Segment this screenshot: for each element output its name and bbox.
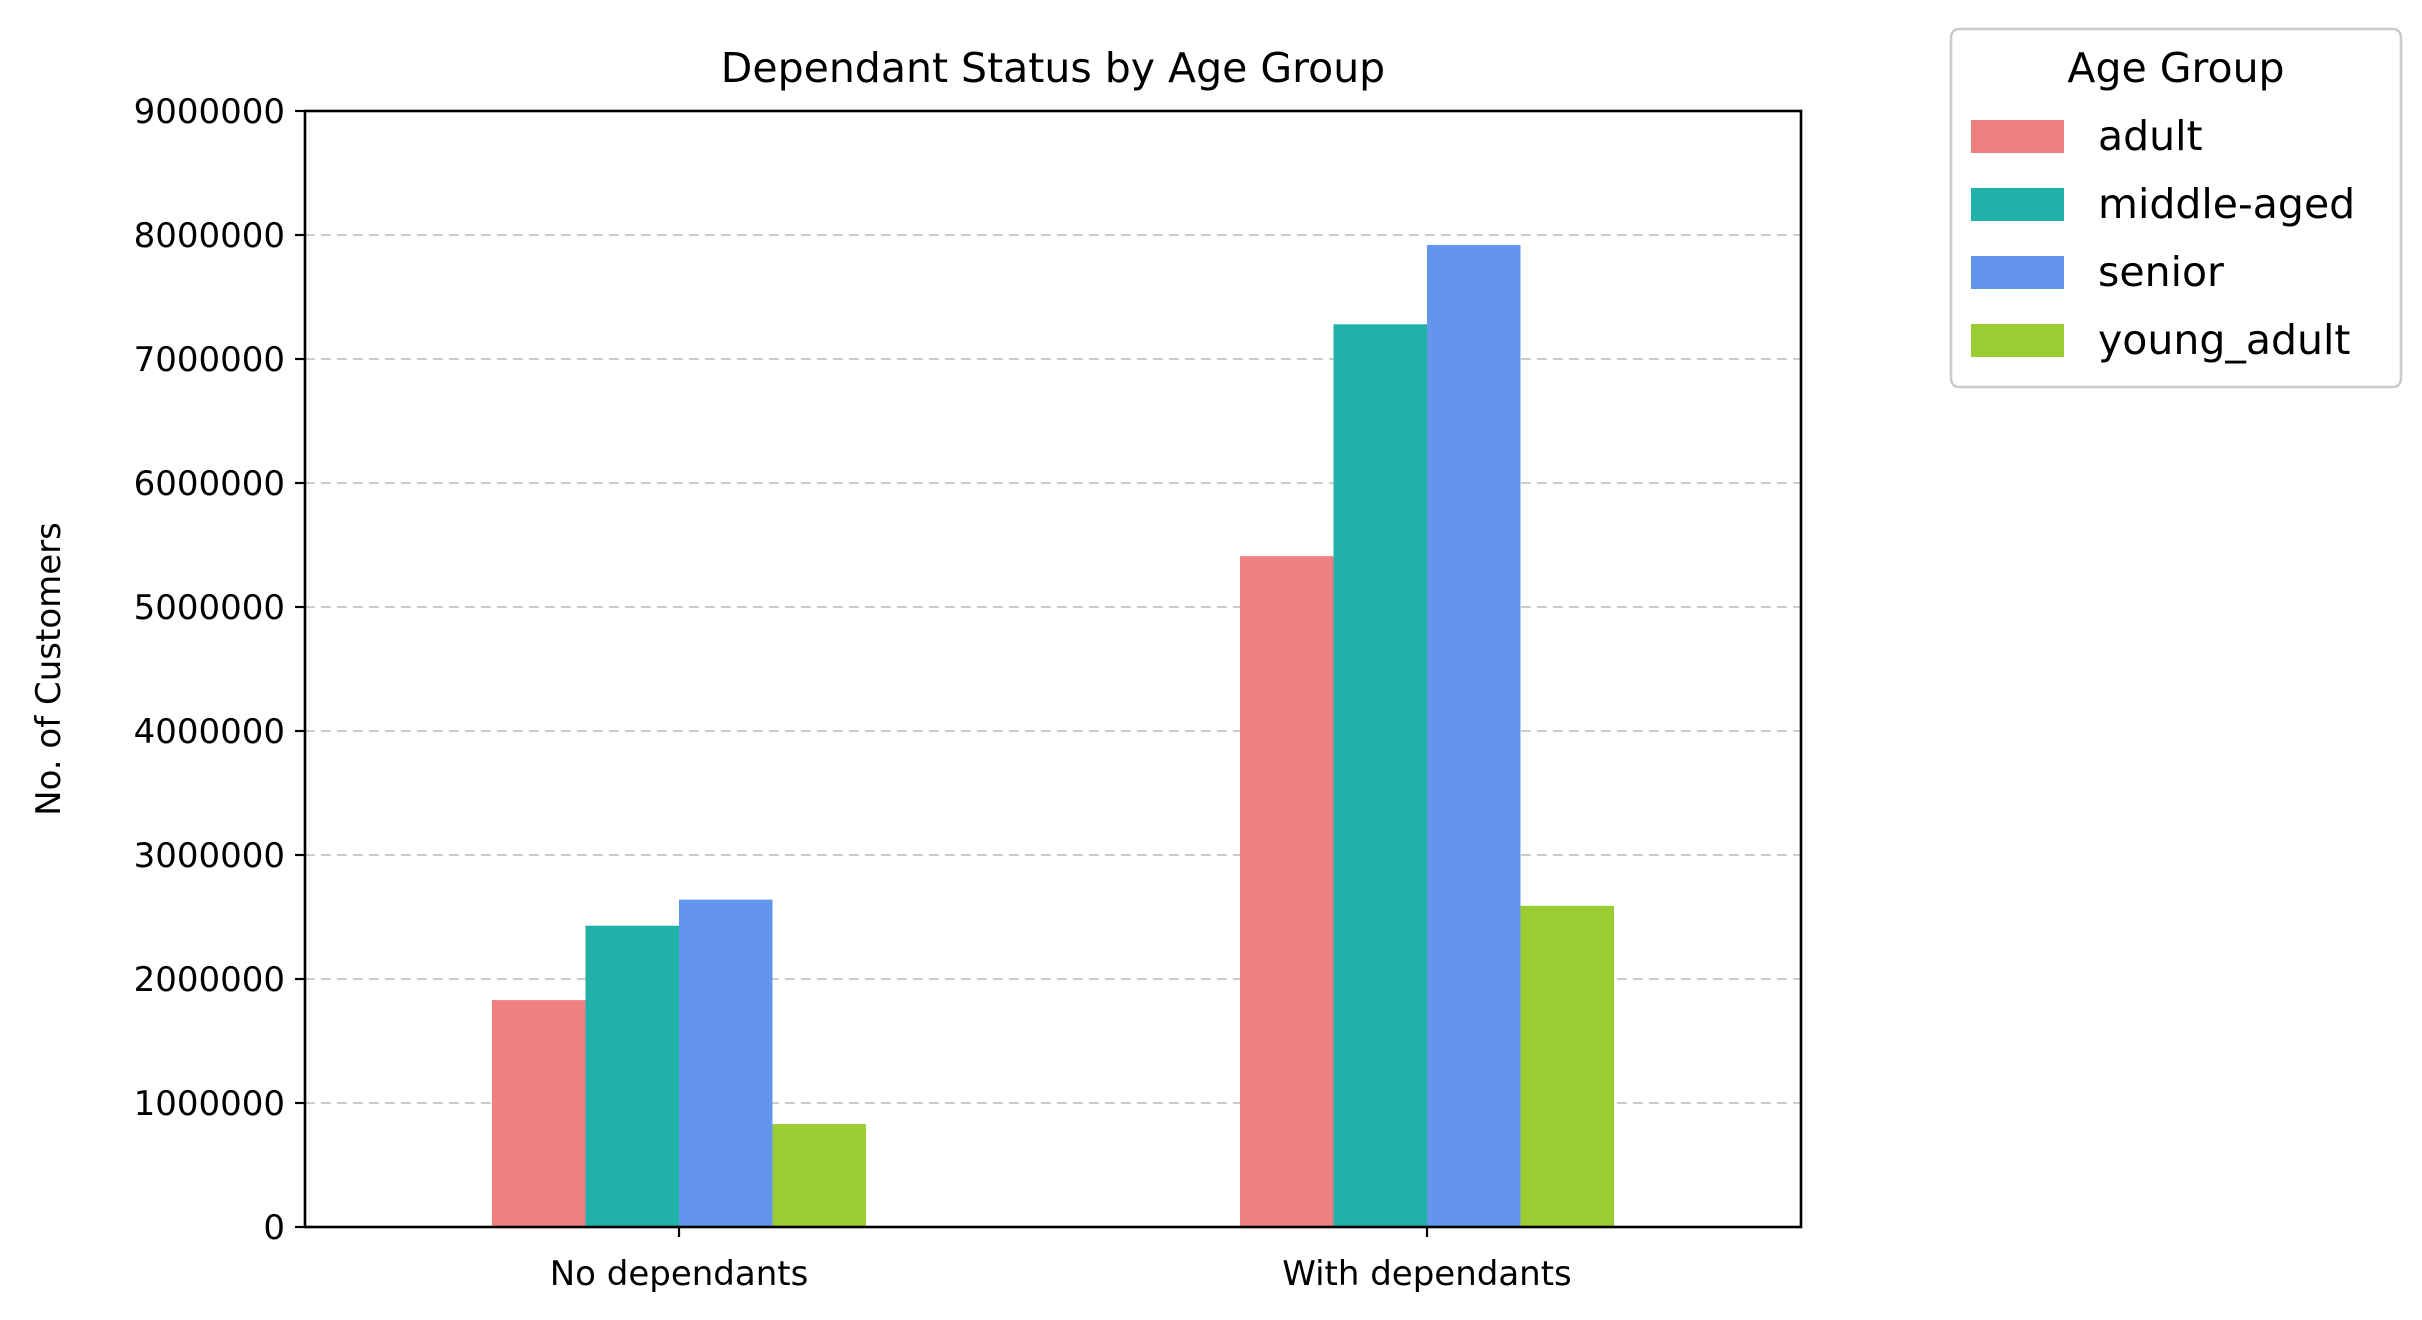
legend-swatch-senior — [1971, 256, 2064, 289]
y-tick-label: 3000000 — [134, 836, 285, 876]
legend-frame — [1949, 27, 2403, 389]
legend-label-middle-aged: middle-aged — [2098, 180, 2355, 228]
y-tick-label: 5000000 — [134, 588, 285, 628]
y-tick-label: 0 — [263, 1208, 285, 1248]
bar-senior-1 — [1427, 244, 1521, 1228]
legend-swatch-young_adult — [1971, 324, 2064, 357]
y-tick-label: 6000000 — [134, 464, 285, 504]
y-tick-label: 9000000 — [134, 92, 285, 132]
y-axis-title: No. of Customers — [29, 522, 69, 816]
x-tick-label: No dependants — [550, 1254, 809, 1294]
y-tick-label: 8000000 — [134, 216, 285, 256]
legend-label-adult: adult — [2098, 112, 2203, 160]
legend-title: Age Group — [2067, 44, 2284, 92]
bar-young_adult-1 — [1520, 905, 1614, 1227]
y-tick-label: 4000000 — [134, 712, 285, 752]
legend-swatch-adult — [1971, 120, 2064, 153]
bar-young_adult-0 — [772, 1124, 866, 1227]
x-axis: No dependants With dependants — [550, 1227, 1572, 1294]
legend: Age Group adult middle-aged senior young_ad… — [1949, 27, 2403, 389]
chart-title: Dependant Status by Age Group — [721, 44, 1385, 92]
legend-label-senior: senior — [2098, 248, 2224, 296]
bar-middle-aged-1 — [1333, 324, 1427, 1227]
legend-items: adult middle-aged senior young_adult — [1971, 112, 2355, 364]
legend-label-young_adult: young_adult — [2098, 316, 2350, 364]
bar-senior-0 — [679, 899, 773, 1227]
y-tick-label: 7000000 — [134, 340, 285, 380]
legend-swatch-middle-aged — [1971, 188, 2064, 221]
bars — [492, 244, 1614, 1228]
y-tick-label: 2000000 — [134, 960, 285, 1000]
bar-adult-0 — [492, 1000, 586, 1227]
bar-adult-1 — [1240, 556, 1334, 1227]
bar-middle-aged-0 — [585, 925, 679, 1227]
x-tick-label: With dependants — [1282, 1254, 1572, 1294]
plot-frame — [303, 109, 1803, 1229]
y-tick-label: 1000000 — [134, 1084, 285, 1124]
y-axis: 0 1000000 2000000 3000000 4000000 5000000 6000… — [134, 92, 305, 1248]
